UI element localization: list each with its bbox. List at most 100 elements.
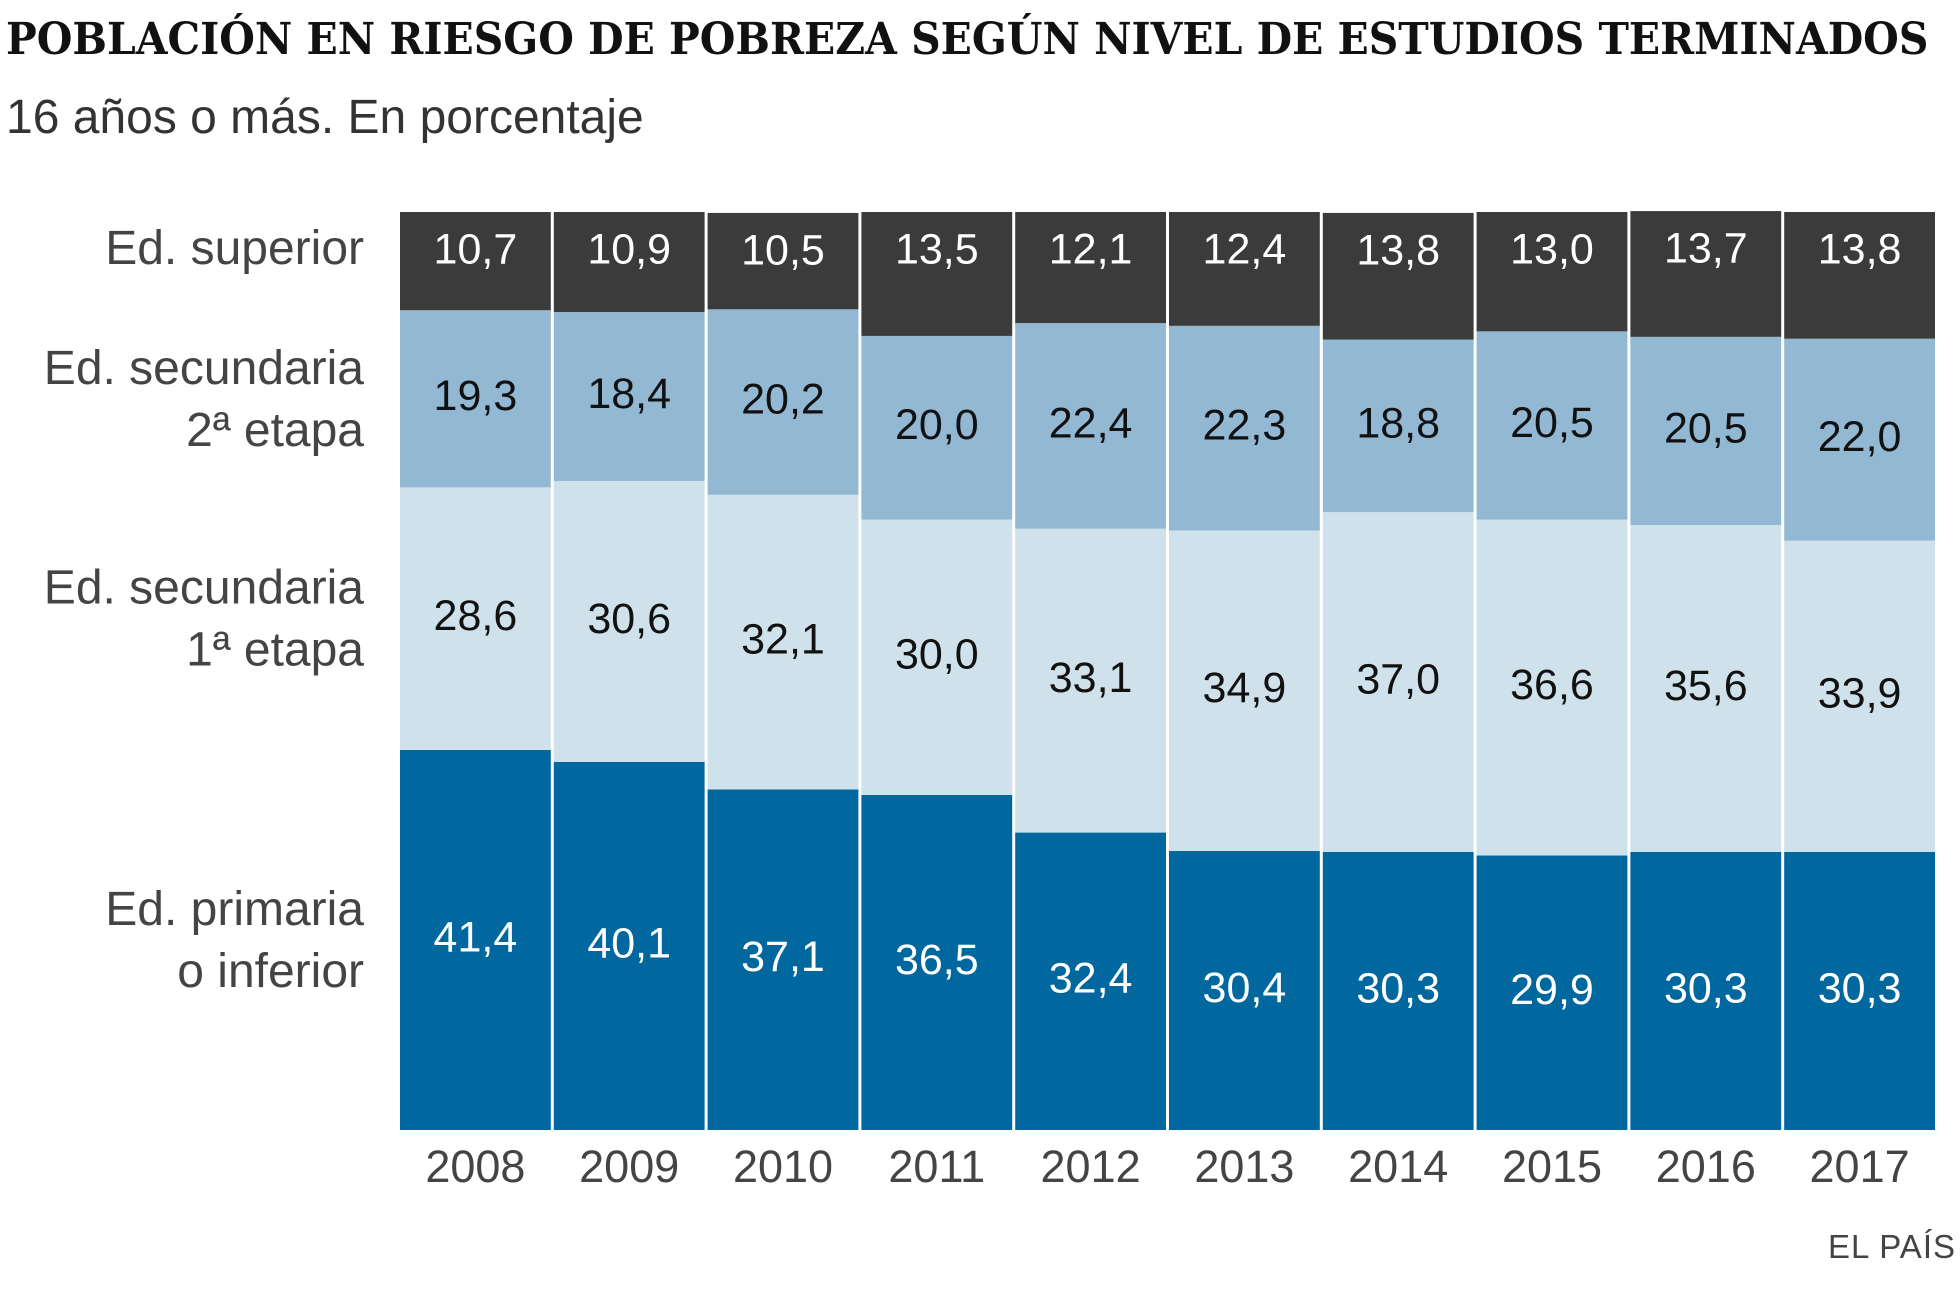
- bar-segment: [400, 212, 551, 311]
- category-labels-group: 2008 2009 2010 2011 2012 2013 2014 2015 2016 2017: [425, 1141, 1909, 1192]
- bar-segment: [861, 794, 1013, 1130]
- segment-value-label: 33,1: [1049, 654, 1133, 702]
- bar-segment: [1784, 540, 1935, 852]
- bar-segment: [1015, 212, 1166, 324]
- bar-segment: [1630, 851, 1782, 1130]
- bar-segment: [1630, 525, 1782, 852]
- segment-value-label: 30,3: [1664, 964, 1748, 1012]
- bar-segment: [861, 335, 1013, 520]
- bar-segment: [1169, 530, 1320, 851]
- segment-value-label: 35,6: [1664, 662, 1748, 710]
- bar-segment: [1015, 323, 1166, 529]
- segment-value-label: 22,0: [1818, 413, 1902, 461]
- category-label: 2011: [888, 1141, 985, 1192]
- category-label: 2017: [1810, 1141, 1910, 1192]
- segment-value-label: 41,4: [434, 913, 518, 961]
- segment-value-label: 13,8: [1818, 225, 1902, 273]
- segment-value-label: 12,1: [1049, 225, 1133, 273]
- segment-value-label: 36,6: [1510, 661, 1594, 709]
- category-label: 2012: [1041, 1141, 1141, 1192]
- bar-segment: [861, 519, 1013, 795]
- bar-segment: [707, 212, 859, 310]
- bar-segment: [1476, 212, 1628, 332]
- segment-value-label: 34,9: [1203, 664, 1287, 712]
- category-label: 2010: [733, 1141, 833, 1192]
- category-label: 2014: [1348, 1141, 1448, 1192]
- segment-value-label: 30,3: [1818, 964, 1902, 1012]
- bar-segment: [553, 480, 705, 762]
- bar-segment: [400, 749, 551, 1130]
- series-label: Ed. primaria o inferior: [105, 883, 364, 998]
- source-credit: EL PAÍS: [1827, 1228, 1956, 1265]
- segment-value-label: 30,3: [1356, 964, 1440, 1012]
- bar-segment: [861, 212, 1013, 336]
- segment-value-label: 20,0: [895, 401, 979, 449]
- series-label: Ed. secundaria 2ª etapa: [44, 342, 365, 457]
- segment-value-label: 13,7: [1664, 224, 1748, 272]
- bar-segment: [707, 789, 859, 1130]
- chart-title: POBLACIÓN EN RIESGO DE POBREZA SEGÚN NIV…: [6, 14, 1929, 65]
- segment-value-label: 18,8: [1356, 399, 1440, 447]
- bar-segment: [1476, 855, 1628, 1130]
- category-label: 2013: [1194, 1141, 1294, 1192]
- segment-value-label: 12,4: [1203, 225, 1287, 273]
- segment-value-label: 10,7: [434, 225, 518, 273]
- bar-segment: [1015, 528, 1166, 833]
- bar-segment: [707, 494, 859, 790]
- bar-segment: [1169, 850, 1320, 1130]
- bar-segment: [707, 309, 859, 495]
- chart-subtitle: 16 años o más. En porcentaje: [6, 91, 644, 144]
- series-label: Ed. superior: [105, 222, 364, 275]
- segment-value-label: 20,2: [741, 375, 825, 423]
- category-label: 2009: [579, 1141, 679, 1192]
- segment-value-label: 22,4: [1049, 399, 1133, 447]
- bar-segment: [1476, 519, 1628, 856]
- segment-value-label: 32,4: [1049, 955, 1133, 1003]
- segment-value-label: 37,0: [1356, 655, 1440, 703]
- segment-value-label: 13,0: [1510, 225, 1594, 273]
- bar-segment: [1784, 212, 1935, 339]
- bars-group: [400, 211, 1935, 1130]
- segment-value-label: 37,1: [741, 933, 825, 981]
- bar-segment: [400, 487, 551, 750]
- bar-segment: [400, 310, 551, 488]
- category-label: 2015: [1502, 1141, 1602, 1192]
- segment-value-label: 13,8: [1356, 226, 1440, 274]
- segment-value-label: 30,6: [587, 595, 671, 643]
- segment-value-label: 10,5: [741, 226, 825, 274]
- bar-segment: [1169, 212, 1320, 326]
- segment-value-label: 36,5: [895, 936, 979, 984]
- series-label: Ed. secundaria 1ª etapa: [44, 562, 365, 677]
- bar-segment: [1015, 832, 1166, 1130]
- segment-value-label: 29,9: [1510, 966, 1594, 1014]
- segment-value-label: 20,5: [1664, 404, 1748, 452]
- bar-segment: [1322, 339, 1474, 513]
- segment-labels-group: 41,4 28,6 19,3 10,7 40,1 30,6 18,4 10,9 37,1 32,1…: [434, 224, 1902, 1014]
- bar-segment: [1630, 336, 1782, 526]
- segment-value-label: 19,3: [434, 372, 518, 420]
- category-label: 2008: [425, 1141, 525, 1192]
- segment-value-label: 22,3: [1203, 402, 1287, 450]
- bar-segment: [1169, 325, 1320, 531]
- bar-segment: [1476, 331, 1628, 520]
- bar-segment: [553, 212, 705, 313]
- bar-segment: [553, 761, 705, 1130]
- bar-segment: [1630, 211, 1782, 337]
- segment-value-label: 18,4: [587, 370, 671, 418]
- bar-segment: [1322, 512, 1474, 852]
- segment-value-label: 20,5: [1510, 399, 1594, 447]
- segment-value-label: 32,1: [741, 615, 825, 663]
- segment-value-label: 10,9: [587, 225, 671, 273]
- bar-segment: [1784, 338, 1935, 541]
- bar-segment: [1322, 212, 1474, 340]
- bar-segment: [1784, 851, 1935, 1130]
- segment-value-label: 28,6: [434, 592, 518, 640]
- segment-value-label: 13,5: [895, 225, 979, 273]
- segment-value-label: 30,4: [1203, 964, 1287, 1012]
- segment-value-label: 30,0: [895, 631, 979, 679]
- bar-segment: [1322, 851, 1474, 1130]
- category-label: 2016: [1656, 1141, 1756, 1192]
- series-labels-group: Ed. primaria o inferior Ed. secundaria 1ª e…: [44, 222, 365, 998]
- bar-segment: [553, 312, 705, 481]
